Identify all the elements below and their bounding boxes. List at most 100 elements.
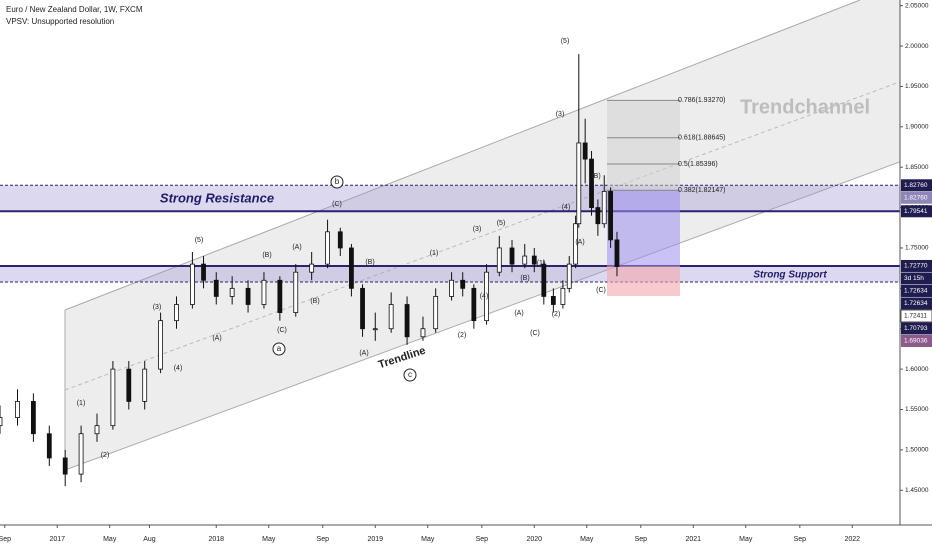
candle-body xyxy=(614,239,620,267)
candle-body xyxy=(388,304,394,330)
y-tick-label: 2.00000 xyxy=(905,43,929,50)
wave-label: (C) xyxy=(596,287,606,294)
price-tag xyxy=(901,284,932,297)
candle-body xyxy=(576,142,582,225)
chart-subtitle: VPSV: Unsupported resolution xyxy=(6,17,114,26)
fib-box xyxy=(607,100,680,191)
countdown-tag xyxy=(901,272,932,285)
candle-body xyxy=(337,231,343,249)
channel-mid xyxy=(64,69,932,391)
candle-body xyxy=(261,279,267,305)
y-tick-label: 1.55000 xyxy=(905,406,929,413)
wave-label: (4) xyxy=(174,365,183,372)
wave-label: (1) xyxy=(77,400,86,407)
zone xyxy=(0,185,900,212)
price-tag xyxy=(901,297,932,310)
candle-body xyxy=(550,296,556,305)
price-tag xyxy=(901,205,932,218)
wave-label: (A) xyxy=(212,335,221,342)
x-tick-label: Sep xyxy=(794,536,807,543)
wave-label: (2) xyxy=(101,452,110,459)
wave-label: (5) xyxy=(561,38,570,45)
y-tick-label: 2.05000 xyxy=(905,2,929,9)
chart-title: Euro / New Zealand Dollar, 1W, FXCM xyxy=(6,5,143,14)
candle-body xyxy=(433,296,439,330)
candle-body xyxy=(573,223,579,265)
candle-body xyxy=(110,368,116,427)
price-tag xyxy=(900,309,932,323)
wave-label: (C) xyxy=(332,201,342,208)
x-tick-label: May xyxy=(103,536,117,543)
y-tick-label: 1.60000 xyxy=(905,366,929,373)
candle-body xyxy=(309,263,315,273)
x-tick-label: May xyxy=(739,536,753,543)
candle-body xyxy=(277,279,283,313)
fib-label: 0.5(1.85396) xyxy=(678,161,718,168)
candle-body xyxy=(541,263,547,297)
price-tag xyxy=(901,334,932,347)
wave-label: (1) xyxy=(430,250,439,257)
price-tag xyxy=(901,191,932,204)
price-tag-label: 1.70793 xyxy=(904,325,928,332)
price-tag-label: 1.82760 xyxy=(904,182,928,189)
y-tick-label: 1.75000 xyxy=(905,245,929,252)
candle-body xyxy=(325,231,330,265)
price-tag-label: 1.72634 xyxy=(904,300,928,307)
x-tick-label: 2020 xyxy=(526,536,542,543)
circle-mark xyxy=(272,342,286,356)
x-tick-label: 2022 xyxy=(845,536,861,543)
circle-label: b xyxy=(335,177,340,186)
wave-label: (2) xyxy=(552,311,561,318)
y-tick-label: 1.45000 xyxy=(905,487,929,494)
y-tick-label: 1.90000 xyxy=(905,124,929,131)
candle-body xyxy=(62,457,68,475)
candle-body xyxy=(190,263,195,305)
candle-body xyxy=(484,271,489,322)
candle-body xyxy=(566,263,572,289)
wave-label: (3) xyxy=(153,304,162,311)
price-tag-label: 1.72770 xyxy=(904,263,928,270)
circle-label: c xyxy=(408,370,412,379)
price-tag xyxy=(901,259,932,272)
x-tick-label: 2019 xyxy=(367,536,383,543)
channel-bottom xyxy=(64,149,932,471)
wave-label: (3) xyxy=(556,111,565,118)
wave-label: (A) xyxy=(514,310,523,317)
candle-body xyxy=(509,247,515,265)
wave-label: (A) xyxy=(575,239,584,246)
fib-label: 0.618(1.88645) xyxy=(678,135,725,142)
wave-label: (B) xyxy=(262,252,271,259)
candle-body xyxy=(608,191,614,241)
candle-body xyxy=(229,287,235,297)
candle-body xyxy=(420,328,426,338)
price-tag-label: 1.72634 xyxy=(904,288,928,295)
y-tick-label: 1.50000 xyxy=(905,447,929,454)
candle-body xyxy=(293,271,299,313)
y-tick-label: 1.95000 xyxy=(905,83,929,90)
stop-box xyxy=(607,265,680,296)
candle-body xyxy=(595,207,601,225)
countdown-label: 3d 15h xyxy=(904,275,924,282)
zone-label: Strong Resistance xyxy=(160,191,274,206)
candle-body xyxy=(560,287,566,305)
price-tag-label: 1.79541 xyxy=(904,208,928,215)
wave-label: (A) xyxy=(359,350,368,357)
candle-body xyxy=(471,287,477,322)
candle-body xyxy=(15,401,20,418)
candle-body xyxy=(404,304,410,338)
candle-body xyxy=(174,304,179,322)
circle-mark xyxy=(330,175,344,189)
wave-label: (5) xyxy=(497,220,506,227)
x-tick-label: May xyxy=(421,536,435,543)
candle-body xyxy=(213,279,219,297)
candle-body xyxy=(245,287,251,305)
wave-label: (B) xyxy=(310,298,319,305)
wave-label: (B) xyxy=(591,173,600,180)
x-tick-label: Sep xyxy=(0,536,11,543)
candle-body xyxy=(496,247,502,273)
candle-body xyxy=(349,247,354,289)
wave-label: (4) xyxy=(480,293,489,300)
x-tick-label: 2018 xyxy=(208,536,224,543)
candle-body xyxy=(142,368,148,402)
candle-body xyxy=(601,191,607,225)
